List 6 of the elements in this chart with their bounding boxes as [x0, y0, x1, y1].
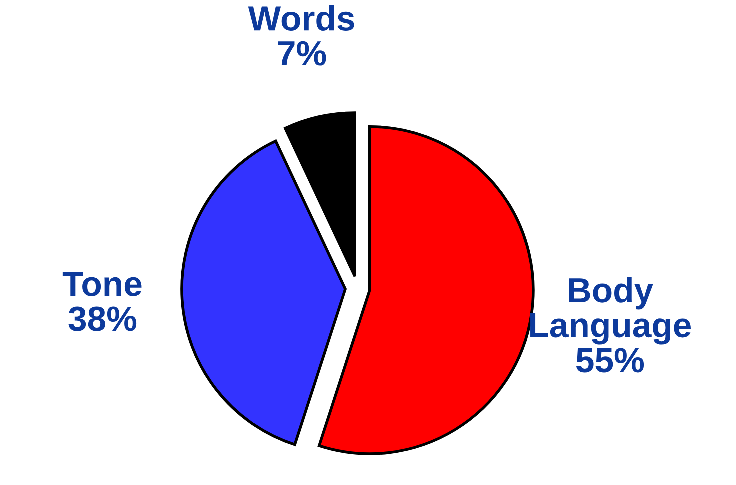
data-label: 38%	[68, 306, 137, 332]
data-label: 7%	[278, 41, 326, 66]
data-label: 55%	[576, 348, 644, 373]
slice-label: Body Language	[530, 277, 691, 345]
slice-label: Words	[248, 5, 354, 31]
slice-label: Tone	[62, 272, 142, 296]
